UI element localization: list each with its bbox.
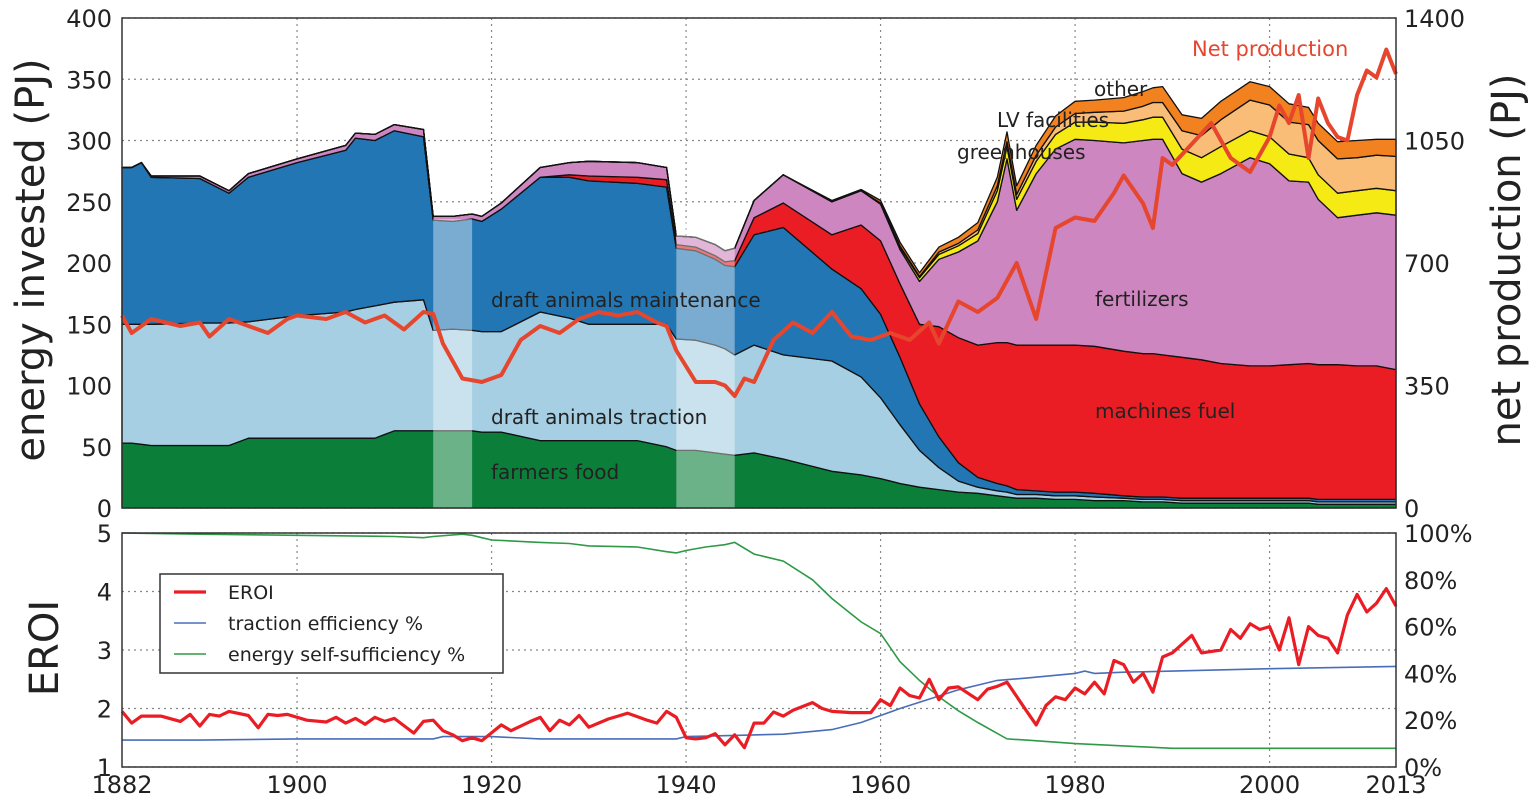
annotation-farmers-food: farmers food — [491, 460, 619, 484]
eroi-tick-label: 5 — [97, 520, 112, 548]
eroi-tick-label: 4 — [97, 579, 112, 607]
top-right-ticks: 0 350 700 1050 1400 — [1404, 5, 1465, 523]
annotation-machines-fuel: machines fuel — [1095, 399, 1235, 423]
y-tick-label: 400 — [66, 5, 112, 33]
y-tick-label: 50 — [81, 434, 112, 462]
y-tick-label: 250 — [66, 189, 112, 217]
percent-tick-label: 40% — [1404, 660, 1457, 688]
x-tick-label: 1980 — [1045, 771, 1106, 797]
bottom-plot-frame — [121, 532, 1397, 768]
y-tick-label: 300 — [66, 128, 112, 156]
annotation-fertilizers: fertilizers — [1095, 287, 1189, 311]
legend-label-self-sufficiency: energy self-sufficiency % — [228, 644, 465, 666]
x-tick-label: 2000 — [1239, 771, 1300, 797]
percent-tick-label: 80% — [1404, 567, 1457, 595]
eroi-line — [120, 587, 1398, 750]
eroi-tick-label: 2 — [97, 696, 112, 724]
x-tick-label: 1960 — [850, 771, 911, 797]
y-tick-label: 200 — [66, 250, 112, 278]
net-production-line — [120, 47, 1398, 398]
annotation-net-production: Net production — [1192, 37, 1348, 61]
x-ticks: 1882 1900 1920 1940 1960 1980 2000 2013 — [91, 771, 1426, 797]
y-tick-label: 0 — [97, 495, 112, 523]
legend: EROI traction efficiency % energy self-s… — [159, 573, 504, 674]
bottom-left-ticks: 1 2 3 4 5 — [97, 520, 112, 782]
legend-label-traction: traction efficiency % — [228, 613, 423, 635]
bottom-ylabel: EROI — [22, 600, 68, 696]
y-right-tick-label: 1400 — [1404, 5, 1465, 33]
top-ylabel-right: net production (PJ) — [1484, 74, 1530, 447]
legend-label-eroi: EROI — [228, 582, 274, 604]
percent-tick-label: 60% — [1404, 614, 1457, 642]
annotation-draft-traction: draft animals traction — [491, 405, 707, 429]
legend-box — [159, 573, 504, 674]
eroi-tick-label: 1 — [97, 754, 112, 782]
energy-self-sufficiency-line — [121, 532, 1396, 750]
percent-tick-label: 0% — [1404, 754, 1442, 782]
x-tick-label: 2013 — [1365, 771, 1426, 797]
bottom-right-ticks: 0% 20% 40% 60% 80% 100% — [1404, 520, 1473, 782]
x-tick-label: 1940 — [656, 771, 717, 797]
top-left-ticks: 0 50 100 150 200 250 300 350 400 — [66, 5, 112, 523]
y-tick-label: 150 — [66, 311, 112, 339]
percent-tick-label: 20% — [1404, 707, 1457, 735]
annotation-other: other — [1094, 77, 1148, 101]
y-tick-label: 100 — [66, 373, 112, 401]
eroi-panel: 1 2 3 4 5 0% 20% 40% 60% 80% 100% 1882 1900 1920 194… — [22, 520, 1473, 797]
x-tick-label: 1882 — [91, 771, 152, 797]
energy-invested-panel: 0 50 100 150 200 250 300 350 400 0 350 700 1050 1400… — [8, 5, 1530, 523]
y-right-tick-label: 350 — [1404, 373, 1450, 401]
annotation-draft-maintenance: draft animals maintenance — [491, 288, 761, 312]
x-tick-label: 1900 — [267, 771, 328, 797]
eroi-tick-label: 3 — [97, 637, 112, 665]
traction-efficiency-line — [122, 665, 1397, 741]
top-plot-frame — [121, 17, 1397, 509]
y-right-tick-label: 1050 — [1404, 128, 1465, 156]
top-ylabel: energy invested (PJ) — [8, 58, 54, 461]
y-right-tick-label: 700 — [1404, 250, 1450, 278]
x-tick-label: 1920 — [461, 771, 522, 797]
annotation-lv-facilities: LV facilities — [997, 108, 1109, 132]
y-tick-label: 350 — [66, 66, 112, 94]
y-right-tick-label: 0 — [1404, 495, 1419, 523]
percent-tick-label: 100% — [1404, 520, 1473, 548]
annotation-greenhouses: greenhouses — [957, 140, 1086, 164]
